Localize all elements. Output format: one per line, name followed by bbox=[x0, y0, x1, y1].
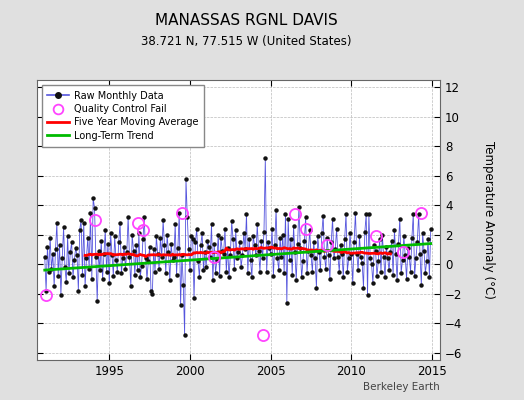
Y-axis label: Temperature Anomaly (°C): Temperature Anomaly (°C) bbox=[482, 141, 495, 299]
Text: MANASSAS RGNL DAVIS: MANASSAS RGNL DAVIS bbox=[155, 13, 337, 28]
Legend: Raw Monthly Data, Quality Control Fail, Five Year Moving Average, Long-Term Tren: Raw Monthly Data, Quality Control Fail, … bbox=[41, 85, 204, 147]
Text: Berkeley Earth: Berkeley Earth bbox=[364, 382, 440, 392]
Text: 38.721 N, 77.515 W (United States): 38.721 N, 77.515 W (United States) bbox=[141, 35, 352, 48]
